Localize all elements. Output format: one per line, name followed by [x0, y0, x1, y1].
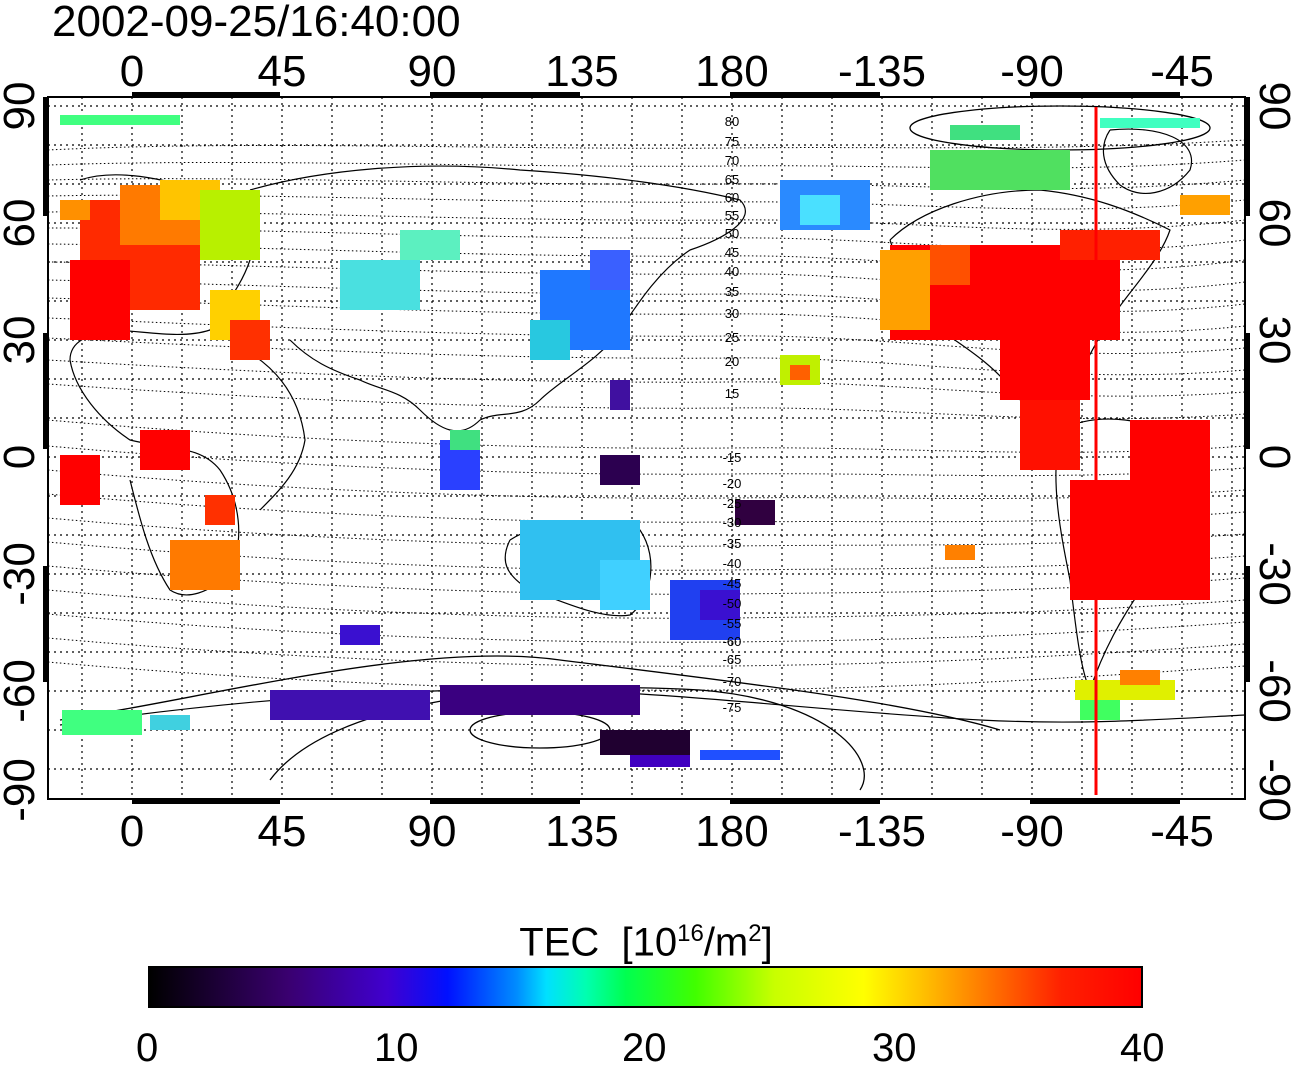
magnetic-latitude-label: 50 — [725, 226, 739, 241]
map-title: 2002-09-25/16:40:00 — [52, 0, 461, 46]
lat-tick-left: 0 — [0, 445, 44, 469]
magnetic-latitude-label: -60 — [723, 634, 742, 649]
magnetic-latitude-label: -40 — [723, 556, 742, 571]
lat-tick-left: 30 — [0, 316, 44, 365]
tec-data-points — [60, 115, 1230, 767]
magnetic-latitude-label: -30 — [723, 515, 742, 530]
lat-tick-left: -90 — [0, 758, 44, 822]
colorbar-unit-suffix: ] — [761, 920, 773, 965]
colorbar-unit-exp2: 2 — [748, 920, 762, 947]
colorbar-unit-mid: /m — [703, 920, 749, 965]
lon-tick-top: 0 — [120, 47, 144, 96]
lat-tick-right: 60 — [1250, 199, 1292, 248]
top-longitude-ticks: 0 45 90 135 180 -135 -90 -45 — [120, 47, 1214, 96]
lon-tick-bottom: 90 — [408, 807, 457, 856]
magnetic-latitude-label: 75 — [725, 134, 739, 149]
magnetic-latitude-label: -15 — [723, 450, 742, 465]
magnetic-latitude-label: 30 — [725, 306, 739, 321]
magnetic-latitude-label: 55 — [725, 208, 739, 223]
lon-tick-bottom: 135 — [545, 807, 618, 856]
magnetic-latitude-label: 15 — [725, 386, 739, 401]
colorbar-tick: 0 — [136, 1026, 159, 1070]
magnetic-latitude-label: -55 — [723, 616, 742, 631]
magnetic-latitude-label: 45 — [725, 245, 739, 260]
colorbar-unit-exp: 16 — [677, 920, 704, 947]
lon-tick-bottom: -135 — [838, 807, 926, 856]
lon-tick-top: 90 — [408, 47, 457, 96]
colorbar-tick: 30 — [872, 1026, 917, 1070]
colorbar-unit-prefix: [10 — [621, 920, 678, 965]
lon-tick-top: 135 — [545, 47, 618, 96]
magnetic-latitude-label: -35 — [723, 536, 742, 551]
lat-tick-left: -60 — [0, 659, 44, 723]
magnetic-latitude-label: -65 — [723, 652, 742, 667]
magnetic-latitude-label: 35 — [725, 284, 739, 299]
magnetic-latitude-label: 25 — [725, 330, 739, 345]
lat-tick-right: 90 — [1250, 82, 1292, 131]
lat-tick-right: -30 — [1250, 542, 1292, 606]
lon-tick-top: -135 — [838, 47, 926, 96]
lat-tick-right: -90 — [1250, 758, 1292, 822]
lat-tick-left: 90 — [0, 82, 44, 131]
lon-tick-bottom: -45 — [1150, 807, 1214, 856]
left-latitude-ticks: 90 60 30 0 -30 -60 -90 — [0, 82, 44, 822]
colorbar-tick: 20 — [622, 1026, 667, 1070]
lon-tick-bottom: -90 — [1000, 807, 1064, 856]
magnetic-latitude-label: -45 — [723, 576, 742, 591]
right-latitude-ticks: 90 60 30 0 -30 -60 -90 — [1250, 82, 1292, 822]
axis-bars — [43, 92, 1250, 804]
magnetic-latitude-label: 80 — [725, 114, 739, 129]
lat-tick-left: 60 — [0, 199, 44, 248]
lon-tick-top: 180 — [695, 47, 768, 96]
colorbar-tick: 40 — [1120, 1026, 1165, 1070]
colorbar-title: TEC [1016/m2] — [0, 912, 1292, 964]
magnetic-latitude-label: 65 — [725, 172, 739, 187]
magnetic-latitude-label: 40 — [725, 264, 739, 279]
colorbar-tick: 10 — [374, 1026, 419, 1070]
colorbar — [148, 966, 1143, 1008]
magnetic-latitude-label: -50 — [723, 596, 742, 611]
lon-tick-top: -90 — [1000, 47, 1064, 96]
magnetic-latitude-label: 70 — [725, 153, 739, 168]
lon-tick-top: -45 — [1150, 47, 1214, 96]
lon-tick-bottom: 180 — [695, 807, 768, 856]
magnetic-latitude-label: 60 — [725, 190, 739, 205]
lon-tick-bottom: 45 — [258, 807, 307, 856]
magnetic-latitude-label: -20 — [723, 476, 742, 491]
lat-tick-right: -60 — [1250, 659, 1292, 723]
bottom-longitude-ticks: 0 45 90 135 180 -135 -90 -45 — [120, 807, 1214, 856]
magnetic-latitude-label: 20 — [725, 354, 739, 369]
lat-tick-right: 30 — [1250, 316, 1292, 365]
magnetic-latitude-labels: 80 75 70 65 60 55 50 45 40 35 30 25 20 15 -15 -20 -25 -30… — [723, 114, 742, 715]
magnetic-latitude-label: -75 — [723, 700, 742, 715]
colorbar-title-text: TEC — [519, 920, 600, 965]
lon-tick-top: 45 — [258, 47, 307, 96]
lat-tick-right: 0 — [1250, 445, 1292, 469]
magnetic-latitude-label: -70 — [723, 674, 742, 689]
lat-tick-left: -30 — [0, 542, 44, 606]
magnetic-latitude-label: -25 — [723, 496, 742, 511]
lon-tick-bottom: 0 — [120, 807, 144, 856]
